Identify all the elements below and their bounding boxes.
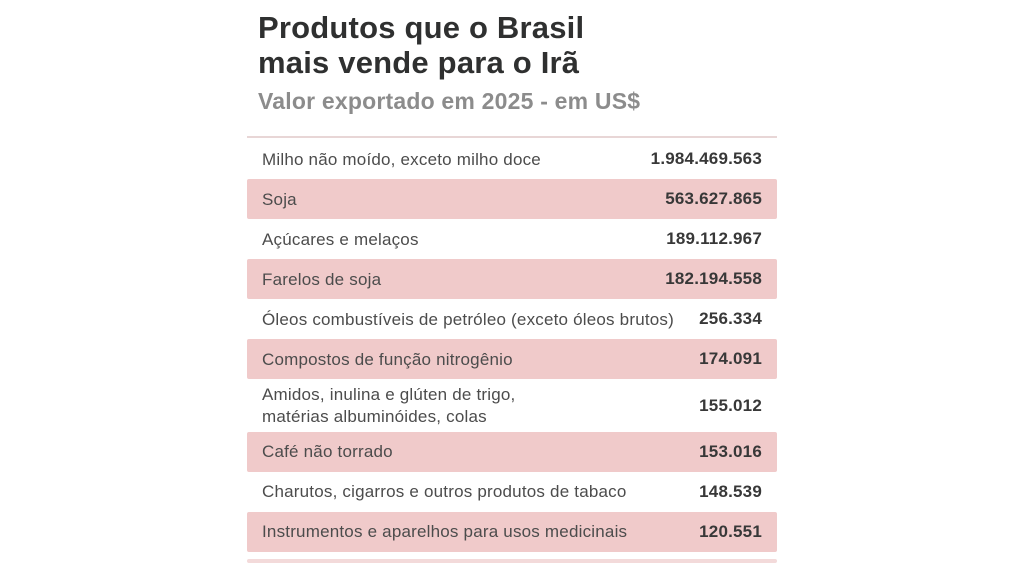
export-value: 256.334 [699,309,762,329]
bottom-divider [247,558,777,563]
product-label: Óleos combustíveis de petróleo (exceto ó… [262,309,674,329]
product-label: Café não torrado [262,442,393,462]
export-value: 120.551 [699,521,762,541]
export-value: 148.539 [699,481,762,501]
page-title-line2: mais vende para o Irã [258,45,580,81]
export-value: 155.012 [699,395,762,415]
table-row: Compostos de função nitrogênio 174.091 [247,339,777,380]
export-table: Milho não moído, exceto milho doce 1.984… [247,136,777,552]
table-row: Charutos, cigarros e outros produtos de … [247,472,777,512]
export-value: 1.984.469.563 [650,149,762,169]
header: Produtos que o Brasil mais vende para o I… [247,10,777,115]
table-row: Café não torrado 153.016 [247,431,777,472]
content-container: Produtos que o Brasil mais vende para o I… [247,0,777,563]
product-label: Soja [262,189,297,209]
page-subtitle: Valor exportado em 2025 - em US$ [258,87,641,114]
product-label: Farelos de soja [262,269,382,289]
page-title-line1: Produtos que o Brasil [258,10,585,45]
product-label: Charutos, cigarros e outros produtos de … [262,482,627,502]
product-label: Compostos de função nitrogênio [262,349,513,369]
export-value: 174.091 [699,349,762,369]
product-label: Açúcares e melaços [262,229,419,249]
product-label: Amidos, inulina e glúten de trigo, matér… [262,385,516,426]
export-value: 182.194.558 [665,269,762,289]
table-row: Soja 563.627.865 [247,179,777,220]
table-row: Farelos de soja 182.194.558 [247,259,777,300]
table-row: Milho não moído, exceto milho doce 1.984… [247,139,777,179]
table-row: Instrumentos e aparelhos para usos medic… [247,511,777,552]
table-row: Açúcares e melaços 189.112.967 [247,219,777,259]
table-row: Amidos, inulina e glúten de trigo, matér… [247,379,777,432]
export-value: 563.627.865 [665,189,762,209]
export-value: 153.016 [699,441,762,461]
export-value: 189.112.967 [666,229,762,249]
table-row: Óleos combustíveis de petróleo (exceto ó… [247,299,777,339]
page-title: Produtos que o Brasil mais vende para o I… [258,10,777,81]
product-label: Instrumentos e aparelhos para usos medic… [262,522,628,542]
product-label: Milho não moído, exceto milho doce [262,149,541,169]
